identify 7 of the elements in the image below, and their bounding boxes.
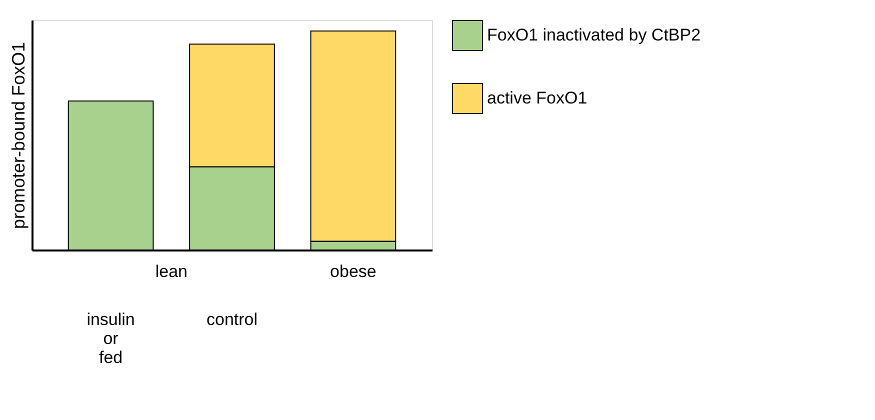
text: lean (155, 262, 188, 281)
y-axis-title: promoter-bound FoxO1 (8, 42, 28, 230)
legend-label: FoxO1 inactivated by CtBP2 (487, 26, 701, 44)
x-tick-label: obese (330, 262, 376, 281)
x-tick-label: insulin or fed (86, 310, 135, 367)
x-tick-label: control (206, 310, 258, 329)
legend-label: active FoxO1 (487, 88, 588, 108)
